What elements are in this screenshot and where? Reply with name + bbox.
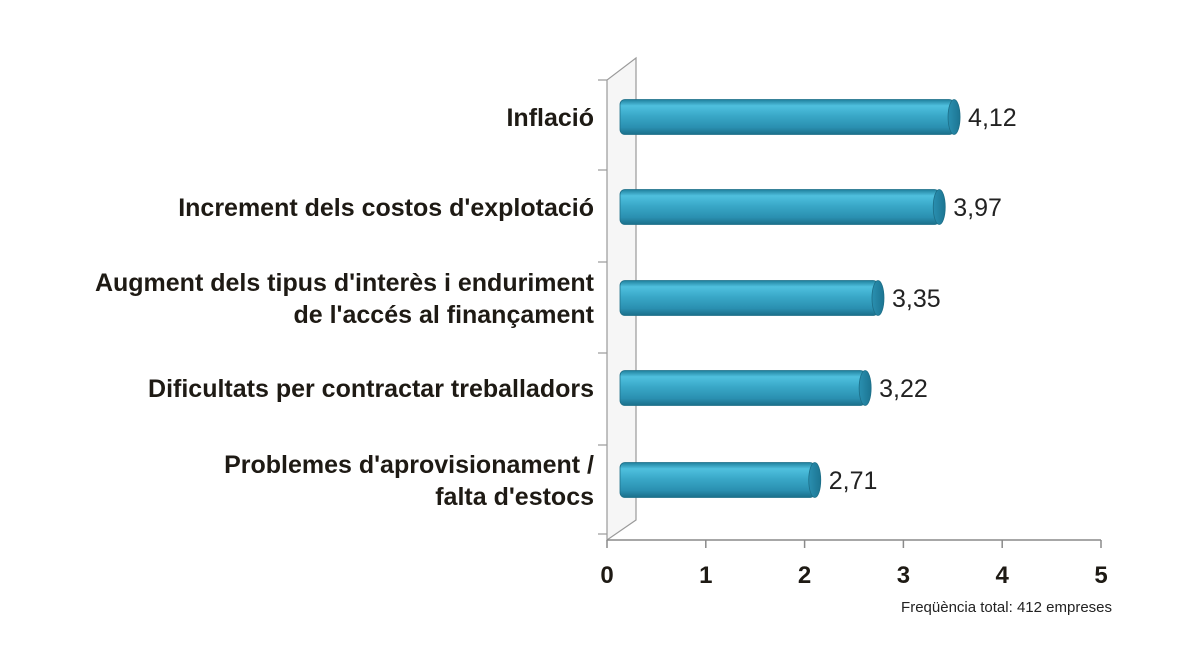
bar-cap — [932, 189, 946, 225]
category-label: Increment dels costos d'explotació — [178, 194, 594, 222]
bar: 4,12 — [619, 99, 1017, 135]
x-axis-ticks-group: 0 1 2 3 4 5 — [600, 540, 1108, 589]
x-tick-label: 2 — [798, 562, 811, 589]
bar-cap — [947, 99, 961, 135]
bar-cap — [858, 370, 872, 406]
value-label: 2,71 — [829, 467, 878, 495]
value-label: 3,35 — [892, 285, 941, 313]
bar: 2,71 — [619, 462, 878, 498]
bar-body — [619, 462, 816, 498]
bars-group: 4,12 3,97 3,35 3,22 2,71 — [619, 99, 1017, 498]
bar-body — [619, 370, 866, 406]
x-tick-label: 3 — [897, 562, 910, 589]
x-tick-label: 5 — [1094, 562, 1107, 589]
x-tick-label: 1 — [699, 562, 712, 589]
value-label: 4,12 — [968, 104, 1017, 132]
bar: 3,35 — [619, 280, 941, 316]
bar-body — [619, 280, 879, 316]
bar: 3,22 — [619, 370, 928, 406]
bar-cap — [871, 280, 885, 316]
bar-cap — [808, 462, 822, 498]
category-label: Problemes d'aprovisionament / — [224, 451, 594, 479]
footnote: Freqüència total: 412 empreses — [901, 599, 1112, 616]
category-label: Dificultats per contractar treballadors — [148, 375, 594, 403]
category-label: Inflació — [506, 104, 594, 132]
value-label: 3,97 — [953, 194, 1002, 222]
value-label: 3,22 — [879, 375, 928, 403]
category-label: falta d'estocs — [435, 483, 594, 511]
x-tick-label: 4 — [996, 562, 1010, 589]
bar: 3,97 — [619, 189, 1002, 225]
category-labels-group: Inflació Increment dels costos d'explotac… — [95, 104, 595, 511]
x-tick-label: 0 — [600, 562, 613, 589]
bar-body — [619, 189, 940, 225]
category-label: de l'accés al finançament — [293, 301, 594, 329]
bar-body — [619, 99, 955, 135]
category-label: Augment dels tipus d'interès i endurimen… — [95, 269, 595, 297]
